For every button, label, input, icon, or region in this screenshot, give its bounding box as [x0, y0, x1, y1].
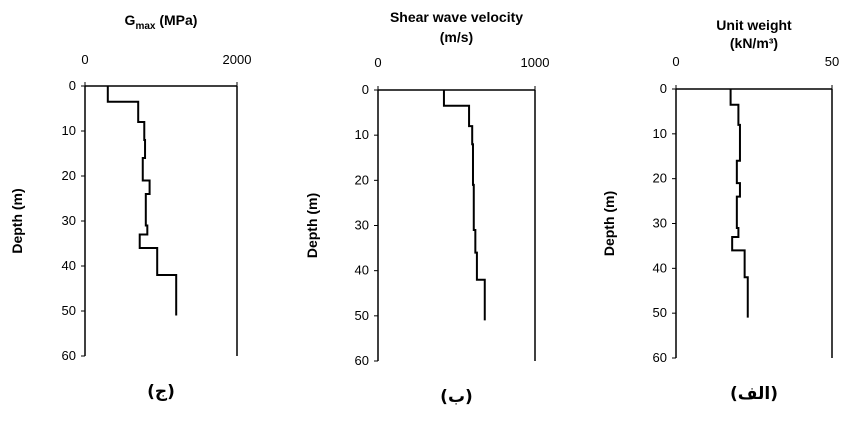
middle-xtick-label-1: 1000 [521, 55, 550, 70]
right-caption: (الف) [730, 384, 778, 404]
right-ytick-label-4: 40 [653, 260, 667, 275]
left-ytick-label-3: 30 [62, 213, 76, 228]
right-xtick-label-0: 0 [672, 54, 679, 69]
middle-ytick-label-5: 50 [355, 308, 369, 323]
left-profile-line [106, 86, 178, 316]
left-ytick-label-5: 50 [62, 303, 76, 318]
middle-ytick-label-1: 10 [355, 127, 369, 142]
middle-ytick-label-4: 40 [355, 263, 369, 278]
middle-ytick-label-2: 20 [355, 172, 369, 187]
middle-ytick-label-6: 60 [355, 353, 369, 368]
right-chart-title-line2: (kN/m³) [730, 35, 778, 51]
right-y-axis-label: Depth (m) [601, 191, 617, 256]
right-ytick-label-2: 20 [653, 171, 667, 186]
left-ytick-label-2: 20 [62, 168, 76, 183]
right-xtick-label-1: 50 [825, 54, 839, 69]
middle-chart-title-line2: (m/s) [440, 29, 473, 45]
left-caption: (ج) [147, 382, 175, 402]
middle-profile-line [442, 90, 486, 321]
middle-caption: (ب) [440, 387, 473, 407]
left-chart-title: Gmax (MPa) [125, 12, 198, 32]
middle-ytick-label-3: 30 [355, 218, 369, 233]
left-ytick-label-0: 0 [69, 78, 76, 93]
right-ytick-label-5: 50 [653, 305, 667, 320]
left-xtick-label-1: 2000 [223, 52, 252, 67]
left-y-axis-label: Depth (m) [9, 188, 25, 253]
right-ytick-label-3: 30 [653, 216, 667, 231]
right-chart-title: Unit weight [716, 17, 792, 33]
right-ytick-label-1: 10 [653, 126, 667, 141]
right-ytick-label-0: 0 [660, 81, 667, 96]
left-xtick-label-0: 0 [81, 52, 88, 67]
right-profile-line [729, 89, 749, 318]
middle-chart-title: Shear wave velocity [390, 9, 523, 25]
left-ytick-label-4: 40 [62, 258, 76, 273]
middle-ytick-label-0: 0 [362, 82, 369, 97]
left-ytick-label-1: 10 [62, 123, 76, 138]
left-ytick-label-6: 60 [62, 348, 76, 363]
middle-y-axis-label: Depth (m) [304, 193, 320, 258]
right-ytick-label-6: 60 [653, 350, 667, 365]
middle-xtick-label-0: 0 [374, 55, 381, 70]
